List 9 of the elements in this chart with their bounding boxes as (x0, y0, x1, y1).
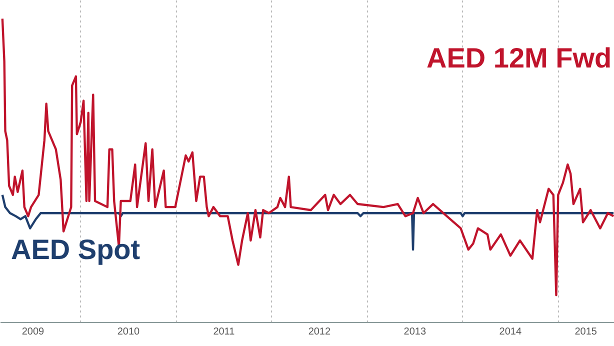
text: AED 12M Fwd (426, 42, 612, 74)
x-tick-label: 2012 (308, 326, 331, 338)
x-tick-label: 2015 (574, 326, 598, 338)
x-tick-label: 2010 (117, 326, 140, 338)
x-tick-label: 2014 (499, 326, 522, 338)
x-tick-label: 2011 (213, 326, 236, 338)
x-tick-label: 2013 (404, 326, 426, 338)
series-label: AED Spot (11, 234, 140, 266)
x-tick-label: 2009 (22, 326, 45, 338)
